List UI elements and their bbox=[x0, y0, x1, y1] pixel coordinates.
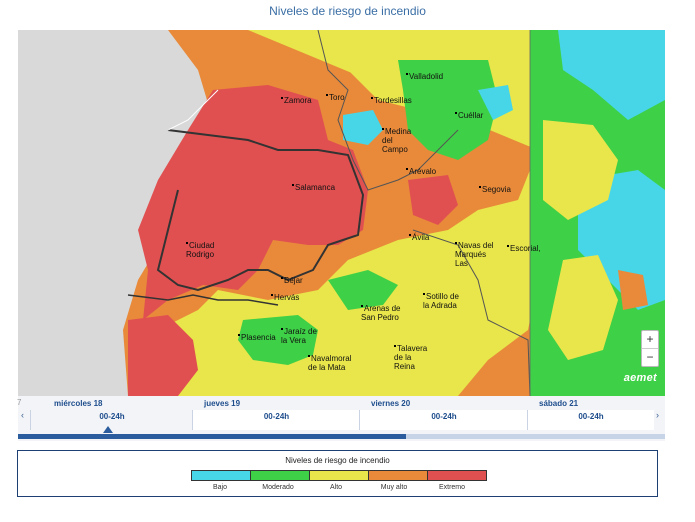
city-dot-icon bbox=[281, 277, 283, 279]
city-dot-icon bbox=[292, 184, 294, 186]
city-dot-icon bbox=[479, 186, 481, 188]
city-dot-icon bbox=[382, 128, 384, 130]
day-label-thursday: jueves 19 bbox=[204, 399, 241, 408]
risk-area-bajo-cuellar bbox=[478, 85, 513, 120]
city-label: Cuéllar bbox=[455, 111, 483, 120]
city-label: Navas del Marqués Las bbox=[455, 241, 494, 268]
zoom-control: + − bbox=[641, 330, 659, 367]
day-label-saturday: sábado 21 bbox=[539, 399, 579, 408]
risk-area-east-alto bbox=[543, 120, 618, 220]
timeline-slot-friday[interactable]: 00-24h bbox=[359, 410, 528, 430]
city-label: Sotillo de la Adrada bbox=[423, 292, 459, 310]
risk-area-extremo-salamanca bbox=[138, 85, 368, 320]
risk-area-east-alto-south bbox=[548, 255, 618, 360]
legend-label-alto: Alto bbox=[329, 484, 343, 491]
province-boundary-east bbox=[412, 229, 531, 396]
risk-area-extremo-arevalo bbox=[408, 175, 458, 225]
timeline-prev-icon[interactable]: ‹ bbox=[21, 410, 24, 420]
legend-swatch-extremo bbox=[427, 470, 487, 481]
legend: Niveles de riesgo de incendio Bajo Moder… bbox=[17, 450, 658, 497]
city-dot-icon bbox=[281, 97, 283, 99]
city-dot-icon bbox=[394, 345, 396, 347]
risk-area-moderado-plasencia bbox=[238, 315, 318, 365]
city-dot-icon bbox=[271, 294, 273, 296]
city-label: Salamanca bbox=[292, 183, 335, 192]
city-dot-icon bbox=[371, 97, 373, 99]
timeline-prefix: 7 bbox=[17, 398, 22, 407]
city-label: Tordesillas bbox=[371, 96, 412, 105]
city-label: Talavera de la Reina bbox=[394, 344, 428, 371]
map-canvas[interactable] bbox=[18, 30, 665, 396]
province-boundary-north bbox=[317, 30, 459, 191]
city-dot-icon bbox=[361, 305, 363, 307]
legend-label-muy-alto: Muy alto bbox=[380, 484, 408, 491]
risk-area-moderado-valladolid bbox=[398, 60, 498, 160]
zoom-out-button[interactable]: − bbox=[642, 348, 658, 366]
timeline-slot-thursday[interactable]: 00-24h bbox=[192, 410, 360, 430]
city-label: Ávila bbox=[409, 233, 429, 242]
legend-swatch-moderado bbox=[250, 470, 310, 481]
city-label: Béjar bbox=[281, 276, 303, 285]
city-dot-icon bbox=[507, 245, 509, 247]
city-label: Segovia bbox=[479, 185, 511, 194]
risk-area-bajo-medina bbox=[343, 110, 383, 145]
city-dot-icon bbox=[406, 168, 408, 170]
timeline-current-marker-icon[interactable] bbox=[103, 426, 113, 433]
legend-labels: Bajo Moderado Alto Muy alto Extremo bbox=[191, 484, 481, 491]
city-label: Hervás bbox=[271, 293, 299, 302]
legend-label-moderado: Moderado bbox=[262, 484, 294, 491]
city-label: Jaraíz de la Vera bbox=[281, 327, 317, 345]
page-title: Niveles de riesgo de incendio bbox=[269, 4, 426, 18]
legend-swatch-alto bbox=[309, 470, 369, 481]
city-label: Ciudad Rodrigo bbox=[186, 241, 215, 259]
legend-swatches bbox=[191, 470, 487, 481]
city-dot-icon bbox=[186, 242, 188, 244]
city-label: Toro bbox=[326, 93, 345, 102]
risk-area-moderado-gredos bbox=[328, 270, 398, 310]
day-label-friday: viernes 20 bbox=[371, 399, 411, 408]
city-label: Valladolid bbox=[406, 72, 443, 81]
city-dot-icon bbox=[406, 73, 408, 75]
city-label: Medina del Campo bbox=[382, 127, 412, 154]
city-label: Navalmoral de la Mata bbox=[308, 354, 352, 372]
timeline-slot-saturday[interactable]: 00-24h bbox=[527, 410, 654, 430]
timeline-next-icon[interactable]: › bbox=[656, 410, 659, 420]
city-dot-icon bbox=[281, 328, 283, 330]
city-dot-icon bbox=[238, 334, 240, 336]
city-dot-icon bbox=[423, 293, 425, 295]
city-dot-icon bbox=[308, 355, 310, 357]
city-label: Plasencia bbox=[238, 333, 276, 342]
timeline-progress bbox=[18, 434, 407, 439]
city-label: Arenas de San Pedro bbox=[361, 304, 401, 322]
aemet-logo: aemet bbox=[623, 372, 657, 384]
city-label: Arévalo bbox=[406, 167, 436, 176]
city-dot-icon bbox=[326, 94, 328, 96]
legend-label-extremo: Extremo bbox=[438, 484, 466, 491]
risk-area-east-muy-alto bbox=[618, 270, 648, 310]
legend-swatch-bajo bbox=[191, 470, 251, 481]
city-dot-icon bbox=[409, 234, 411, 236]
timeline-slot-wednesday[interactable]: 00-24h bbox=[30, 410, 193, 430]
city-dot-icon bbox=[455, 242, 457, 244]
risk-area-alto bbox=[148, 30, 538, 396]
city-label: Zamora bbox=[281, 96, 312, 105]
zoom-in-button[interactable]: + bbox=[646, 332, 654, 346]
timeline: 7 miércoles 18 jueves 19 viernes 20 sába… bbox=[17, 396, 665, 441]
legend-title: Niveles de riesgo de incendio bbox=[285, 456, 390, 465]
portugal-border bbox=[167, 89, 219, 131]
legend-label-bajo: Bajo bbox=[212, 484, 227, 491]
province-boundary-south bbox=[127, 294, 279, 306]
city-label: Escorial, bbox=[507, 244, 541, 253]
fire-risk-map[interactable]: Zamora Toro Tordesillas Valladolid Cuéll… bbox=[18, 30, 665, 396]
region-boundary bbox=[156, 129, 365, 292]
risk-area-east-bajo-center bbox=[578, 170, 665, 310]
city-dot-icon bbox=[455, 112, 457, 114]
day-label-wednesday: miércoles 18 bbox=[54, 399, 103, 408]
risk-area-extremo-southwest bbox=[128, 315, 198, 396]
legend-swatch-muy-alto bbox=[368, 470, 428, 481]
risk-area-east-bajo-north bbox=[558, 30, 665, 120]
